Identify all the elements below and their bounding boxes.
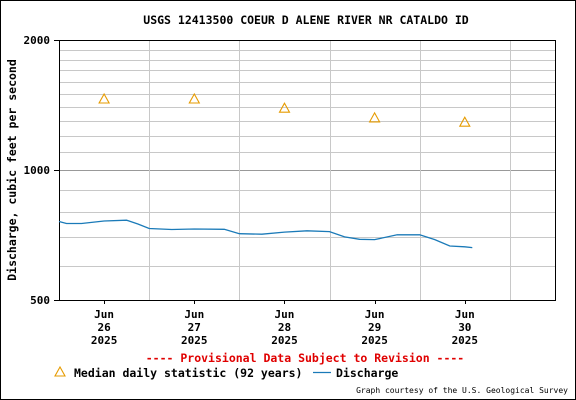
median-marker	[368, 111, 381, 123]
median-marker	[98, 92, 111, 104]
y-tick-label: 1000	[24, 164, 51, 177]
provisional-notice: ---- Provisional Data Subject to Revisio…	[146, 351, 465, 365]
y-tick-label: 2000	[24, 34, 51, 47]
legend-median-label: Median daily statistic (92 years)	[74, 366, 302, 380]
x-tick-label-year: 2025	[91, 334, 118, 347]
chart-title: USGS 12413500 COEUR D ALENE RIVER NR CAT…	[143, 13, 468, 27]
x-tick-label-day: 30	[458, 321, 471, 334]
x-tick-label-month: Jun	[275, 308, 295, 321]
x-tick-label-month: Jun	[365, 308, 385, 321]
x-tick-label-day: 29	[368, 321, 381, 334]
x-tick-label-year: 2025	[181, 334, 208, 347]
x-tick-label-year: 2025	[452, 334, 479, 347]
legend-discharge-label: Discharge	[336, 366, 398, 380]
median-marker	[458, 116, 471, 127]
courtesy-note: Graph courtesy of the U.S. Geological Su…	[356, 386, 568, 395]
x-tick-label-day: 26	[97, 321, 111, 334]
y-axis-label: Discharge, cubic feet per second	[5, 59, 19, 281]
median-marker	[278, 102, 291, 113]
x-tick-label-month: Jun	[455, 308, 475, 321]
plot-frame	[59, 40, 556, 301]
x-tick-label-year: 2025	[271, 334, 298, 347]
x-tick-label-day: 27	[188, 321, 201, 334]
discharge-line	[58, 219, 473, 249]
x-tick-label-month: Jun	[184, 308, 204, 321]
x-tick-label-year: 2025	[361, 334, 388, 347]
y-tick-label: 500	[30, 294, 50, 307]
x-tick-label-month: Jun	[94, 308, 114, 321]
x-tick-label-day: 28	[278, 321, 291, 334]
median-marker	[188, 92, 201, 104]
legend-median-symbol	[54, 365, 66, 377]
